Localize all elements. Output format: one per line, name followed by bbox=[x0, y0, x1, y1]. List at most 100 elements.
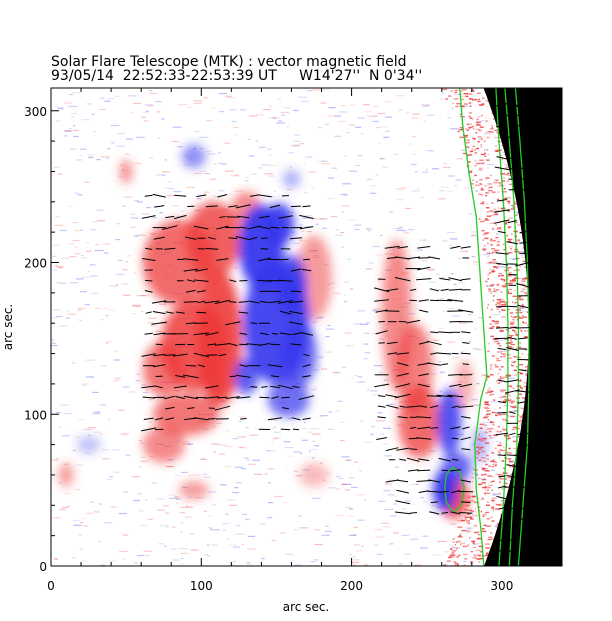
noise-speck bbox=[328, 411, 333, 412]
limb-streak bbox=[476, 181, 478, 182]
noise-speck bbox=[208, 491, 217, 492]
noise-speck bbox=[138, 493, 142, 494]
noise-speck bbox=[61, 258, 70, 259]
noise-speck bbox=[235, 174, 240, 175]
noise-speck bbox=[130, 112, 133, 113]
noise-speck bbox=[471, 399, 478, 400]
limb-streak bbox=[511, 316, 512, 317]
limb-streak bbox=[484, 153, 485, 154]
noise-speck bbox=[328, 107, 335, 108]
noise-speck bbox=[314, 445, 319, 446]
noise-speck bbox=[305, 157, 312, 158]
noise-speck bbox=[86, 376, 94, 377]
noise-speck bbox=[214, 164, 217, 165]
noise-speck bbox=[194, 103, 202, 104]
noise-speck bbox=[83, 561, 86, 562]
limb-streak bbox=[467, 545, 470, 546]
limb-streak bbox=[485, 408, 490, 409]
limb-streak bbox=[487, 518, 490, 519]
limb-streak bbox=[460, 534, 462, 535]
noise-speck bbox=[225, 466, 231, 467]
noise-speck bbox=[137, 555, 144, 556]
noise-speck bbox=[341, 456, 349, 457]
noise-speck bbox=[247, 564, 252, 565]
noise-speck bbox=[439, 190, 445, 191]
noise-speck bbox=[321, 369, 327, 370]
noise-speck bbox=[375, 529, 383, 530]
noise-speck bbox=[367, 116, 371, 117]
limb-streak bbox=[512, 362, 515, 363]
noise-speck bbox=[375, 537, 383, 538]
noise-speck bbox=[165, 159, 167, 160]
noise-speck bbox=[411, 190, 419, 191]
limb-streak bbox=[483, 245, 486, 246]
noise-speck bbox=[364, 499, 366, 500]
noise-speck bbox=[223, 530, 225, 531]
limb-streak bbox=[520, 299, 524, 300]
noise-speck bbox=[420, 547, 428, 548]
limb-streak bbox=[492, 320, 495, 321]
limb-streak bbox=[497, 284, 499, 285]
noise-speck bbox=[173, 191, 181, 192]
limb-streak bbox=[458, 527, 463, 528]
limb-streak bbox=[510, 402, 514, 403]
limb-streak bbox=[454, 98, 459, 99]
noise-speck bbox=[374, 544, 379, 545]
limb-streak bbox=[497, 245, 500, 246]
noise-speck bbox=[145, 555, 149, 556]
limb-streak bbox=[482, 487, 487, 488]
noise-speck bbox=[310, 428, 319, 429]
limb-streak bbox=[486, 137, 489, 138]
limb-streak bbox=[452, 555, 454, 556]
limb-streak bbox=[493, 295, 495, 296]
limb-streak bbox=[486, 120, 488, 121]
noise-speck bbox=[66, 318, 70, 319]
limb-streak bbox=[495, 150, 497, 151]
noise-speck bbox=[73, 450, 76, 451]
field-vector bbox=[293, 429, 299, 430]
noise-speck bbox=[80, 149, 87, 150]
noise-speck bbox=[146, 389, 148, 390]
noise-speck bbox=[123, 534, 129, 535]
noise-speck bbox=[341, 247, 344, 248]
noise-speck bbox=[267, 149, 271, 150]
limb-streak bbox=[486, 414, 489, 415]
limb-streak bbox=[500, 442, 501, 443]
noise-speck bbox=[93, 131, 95, 132]
noise-speck bbox=[86, 360, 95, 361]
noise-speck bbox=[318, 365, 321, 366]
noise-speck bbox=[471, 235, 477, 236]
noise-speck bbox=[283, 502, 287, 503]
noise-speck bbox=[239, 447, 244, 448]
noise-speck bbox=[294, 471, 297, 472]
noise-speck bbox=[78, 309, 82, 310]
limb-streak bbox=[463, 99, 464, 100]
limb-streak bbox=[490, 239, 492, 240]
noise-speck bbox=[100, 98, 105, 99]
noise-speck bbox=[104, 308, 110, 309]
limb-streak bbox=[483, 417, 488, 418]
noise-speck bbox=[378, 280, 380, 281]
noise-speck bbox=[291, 145, 299, 146]
noise-speck bbox=[319, 415, 326, 416]
noise-speck bbox=[363, 344, 368, 345]
noise-speck bbox=[338, 121, 347, 122]
limb-streak bbox=[505, 478, 507, 479]
limb-streak bbox=[491, 248, 495, 249]
noise-speck bbox=[149, 158, 153, 159]
noise-speck bbox=[210, 179, 217, 180]
limb-streak bbox=[467, 154, 472, 155]
noise-speck bbox=[106, 343, 108, 344]
noise-speck bbox=[444, 551, 448, 552]
limb-streak bbox=[493, 182, 498, 183]
noise-speck bbox=[313, 498, 321, 499]
limb-streak bbox=[461, 520, 465, 521]
limb-streak bbox=[488, 190, 493, 191]
noise-speck bbox=[328, 429, 334, 430]
noise-speck bbox=[347, 259, 351, 260]
noise-speck bbox=[383, 526, 391, 527]
limb-streak bbox=[483, 248, 487, 249]
noise-speck bbox=[208, 527, 212, 528]
limb-streak bbox=[482, 516, 484, 517]
y-tick-label: 0 bbox=[39, 560, 47, 574]
